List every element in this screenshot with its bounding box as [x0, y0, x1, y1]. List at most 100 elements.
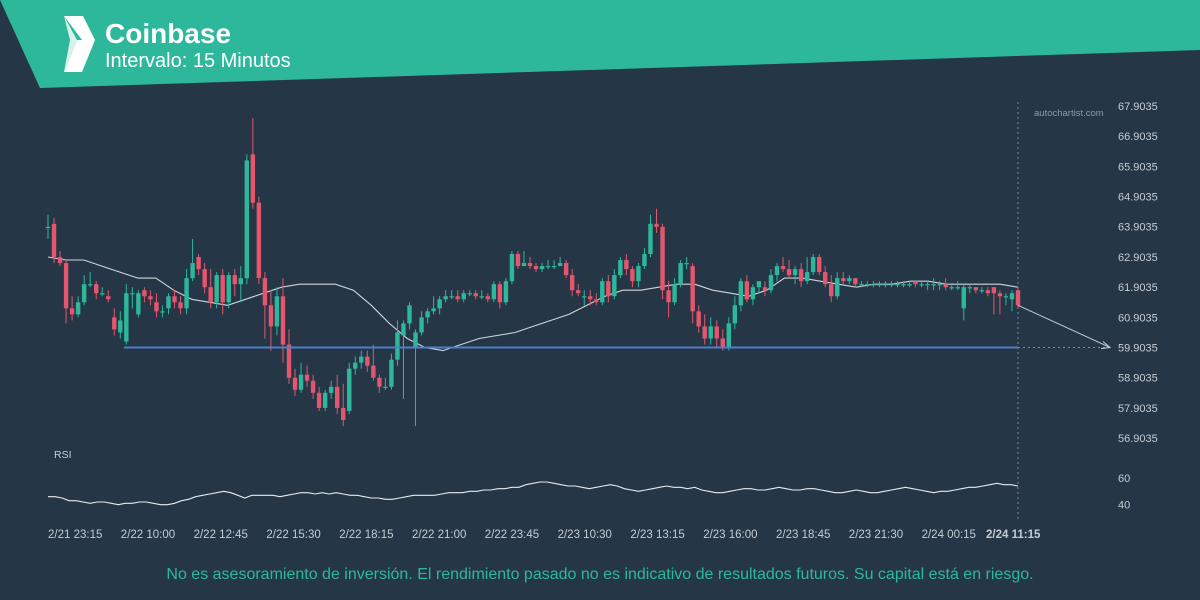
candle: [196, 253, 201, 276]
interval-subtitle: Intervalo: 15 Minutos: [105, 50, 291, 72]
candle: [853, 278, 858, 288]
candle: [419, 311, 424, 336]
candle: [178, 296, 183, 315]
price-tick: 60.9035: [1118, 312, 1158, 324]
candle: [732, 296, 738, 330]
rsi-label: RSI: [54, 449, 72, 461]
candle: [726, 317, 732, 351]
candle: [557, 257, 563, 267]
candle: [672, 278, 677, 306]
candle: [792, 266, 798, 285]
candle: [642, 247, 647, 270]
candle: [768, 269, 774, 294]
candle: [1015, 287, 1021, 309]
watermark: autochartist.com: [1034, 108, 1104, 119]
candle: [762, 281, 768, 297]
candle: [949, 284, 954, 291]
candle: [708, 317, 713, 345]
candle: [226, 272, 231, 309]
candle: [533, 263, 539, 273]
candle: [1009, 290, 1015, 312]
candle: [588, 290, 593, 306]
header-band: [0, 0, 1200, 88]
price-tick: 59.9035: [1118, 342, 1158, 354]
candle: [262, 272, 268, 339]
time-tick: 2/22 18:15: [339, 529, 393, 541]
candle: [648, 214, 653, 258]
candle: [678, 260, 683, 288]
candle: [636, 263, 641, 288]
candle: [841, 272, 846, 285]
candle: [551, 260, 557, 270]
candle: [45, 214, 51, 239]
candle: [455, 290, 460, 303]
price-tick: 65.9035: [1118, 161, 1158, 173]
candle: [347, 362, 352, 414]
candle: [750, 284, 756, 306]
candle: [666, 281, 671, 318]
candle: [515, 250, 521, 270]
candle: [810, 253, 816, 276]
candle: [353, 356, 358, 375]
price-tick: 56.9035: [1118, 433, 1158, 445]
candle: [124, 284, 129, 345]
candle: [280, 278, 286, 363]
candle: [865, 281, 870, 288]
candle: [274, 287, 280, 336]
candle: [112, 308, 117, 336]
candle: [425, 308, 430, 324]
forecast-arrowhead: [1100, 341, 1112, 349]
price-tick: 67.9035: [1118, 101, 1158, 113]
candle: [979, 287, 985, 294]
rsi-tick: 60: [1118, 473, 1130, 485]
candle: [334, 374, 340, 414]
candle: [172, 290, 177, 309]
candle: [136, 290, 141, 318]
candle: [654, 208, 659, 233]
candle: [612, 269, 617, 300]
price-axis: 67.9035 66.9035 65.9035 64.9035 63.9035 62.90…: [1118, 101, 1158, 445]
candle: [889, 281, 894, 288]
time-tick: 2/23 18:45: [776, 529, 830, 541]
price-tick: 57.9035: [1118, 403, 1158, 415]
price-tick: 63.9035: [1118, 222, 1158, 234]
candle: [575, 284, 581, 297]
candle: [208, 269, 213, 309]
candle: [594, 293, 599, 306]
price-tick: 64.9035: [1118, 192, 1158, 204]
candle: [509, 250, 515, 285]
candle: [365, 350, 370, 372]
price-tick: 61.9035: [1118, 282, 1158, 294]
candle: [600, 278, 605, 306]
candle: [130, 287, 135, 309]
candle: [202, 263, 207, 294]
candle: [467, 290, 472, 297]
candle: [413, 329, 418, 427]
candle: [160, 305, 165, 318]
candle: [292, 368, 298, 396]
candle: [913, 281, 918, 288]
candle: [328, 380, 334, 399]
candle: [473, 290, 478, 300]
candle: [859, 281, 864, 288]
candle: [304, 365, 310, 387]
candle: [991, 287, 997, 315]
candle: [835, 272, 840, 300]
candle: [786, 260, 792, 279]
candle: [696, 305, 701, 333]
page-title: Coinbase: [105, 18, 232, 49]
time-tick: 2/22 21:00: [412, 529, 466, 541]
time-tick: 2/21 23:15: [48, 529, 102, 541]
time-tick: 2/24 00:15: [922, 529, 976, 541]
candle: [461, 290, 466, 303]
candle: [925, 281, 930, 291]
candle: [569, 269, 575, 297]
candle: [774, 263, 780, 282]
candle: [961, 284, 966, 321]
price-tick: 66.9035: [1118, 131, 1158, 143]
header-banner: [0, 0, 1200, 88]
candle: [377, 374, 382, 393]
candle: [100, 287, 105, 297]
candle: [154, 293, 159, 318]
candles: [45, 118, 1021, 427]
